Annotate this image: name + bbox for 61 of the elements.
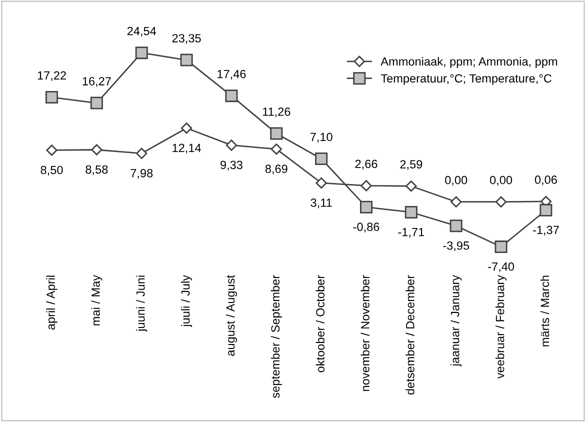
point — [90, 96, 103, 110]
point — [316, 177, 327, 189]
point — [226, 140, 238, 151]
point — [46, 91, 58, 104]
point — [360, 200, 372, 214]
point — [180, 54, 193, 66]
x-tick-label: detsember / December — [406, 275, 414, 395]
data-label: 16,27 — [82, 77, 111, 87]
data-label: 2,66 — [355, 160, 378, 170]
data-label: 0,06 — [534, 176, 557, 186]
data-label: 17,22 — [38, 71, 66, 82]
point — [225, 90, 238, 102]
x-tick-label: september / September — [270, 275, 282, 398]
point — [495, 196, 507, 208]
data-label: -1,37 — [533, 226, 559, 236]
point — [540, 204, 552, 216]
data-label: -0,86 — [353, 222, 380, 232]
data-label: 8,69 — [265, 164, 288, 174]
x-tick-label: april / April — [46, 276, 58, 330]
data-label: -7,40 — [488, 262, 514, 272]
point — [46, 144, 58, 156]
data-label: 0,00 — [445, 176, 468, 186]
x-tick-label: juuni / Juni — [136, 276, 148, 332]
data-label: 12,14 — [172, 144, 201, 154]
point — [270, 143, 282, 155]
data-label: 2,59 — [400, 160, 422, 170]
data-label: -1,71 — [398, 228, 424, 238]
x-tick-label: oktoober / October — [316, 275, 324, 372]
x-tick-label: november / November — [360, 275, 370, 391]
x-tick-label: jaanuar / January — [450, 274, 462, 366]
data-label: 7,10 — [310, 132, 332, 143]
point — [91, 144, 102, 156]
data-label: 23,35 — [172, 34, 201, 44]
x-tick-label: august / August — [226, 275, 237, 356]
x-tick-label: mai / May — [91, 274, 102, 326]
point — [450, 196, 462, 208]
point — [180, 122, 192, 134]
data-label: 11,26 — [262, 108, 290, 118]
data-label: 9,33 — [220, 160, 242, 171]
point — [360, 180, 372, 192]
x-tick-label: juuli / July — [181, 274, 192, 328]
legend-label: Ammoniaak, ppm; Ammonia, ppm — [380, 57, 558, 68]
data-label: 17,46 — [218, 70, 246, 80]
legend-label: Temperatuur,°C; Temperature,°C — [380, 74, 552, 85]
x-tick-label: veebruar / February — [496, 274, 507, 379]
point — [315, 152, 328, 165]
data-label: 24,54 — [127, 26, 156, 37]
data-label: 7,98 — [130, 168, 153, 179]
point — [406, 180, 417, 192]
point — [136, 148, 148, 159]
point — [135, 46, 148, 60]
point — [270, 127, 283, 140]
data-label: 8,58 — [86, 165, 108, 176]
point — [450, 220, 462, 232]
data-label: 0,00 — [490, 176, 512, 186]
data-label: 8,50 — [40, 166, 63, 176]
point — [494, 240, 508, 254]
data-label: -3,95 — [443, 241, 470, 252]
x-tick-label: märts / March — [540, 276, 550, 346]
data-label: 3,11 — [310, 198, 332, 208]
point — [404, 206, 418, 218]
